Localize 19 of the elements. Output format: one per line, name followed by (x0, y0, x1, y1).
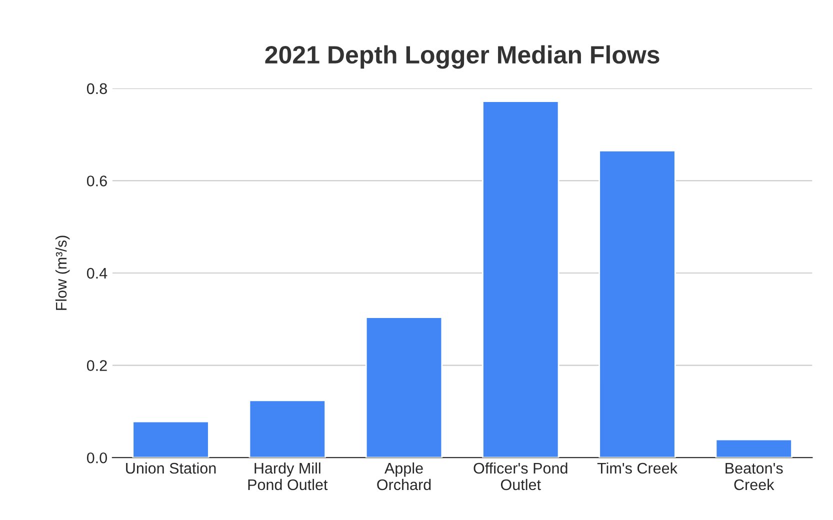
bar (482, 100, 560, 458)
y-tick-label: 0.8 (86, 83, 107, 94)
chart-title: 2021 Depth Logger Median Flows (265, 45, 660, 69)
y-tick-label: 0.6 (86, 176, 107, 186)
x-tick-label: Beaton's Creek (726, 463, 783, 490)
bar (365, 316, 443, 458)
x-tick-label: Apple Orchard (377, 462, 431, 490)
y-tick-label: 0.4 (86, 268, 108, 279)
x-tick-label: Tim's Creek (597, 462, 678, 474)
bar (248, 400, 326, 458)
y-axis-title: Flow (m³/s) (55, 236, 70, 310)
bar (132, 420, 210, 458)
bar (715, 438, 792, 458)
x-tick-label: Hardy Mill Pond Outlet (248, 462, 328, 490)
x-tick-label: Union Station (126, 462, 216, 474)
y-tick-label: 0.2 (86, 360, 107, 371)
bar (598, 150, 676, 458)
x-tick-label: Officer's Pond Outlet (474, 462, 568, 490)
y-tick-label: 0.0 (86, 452, 107, 464)
